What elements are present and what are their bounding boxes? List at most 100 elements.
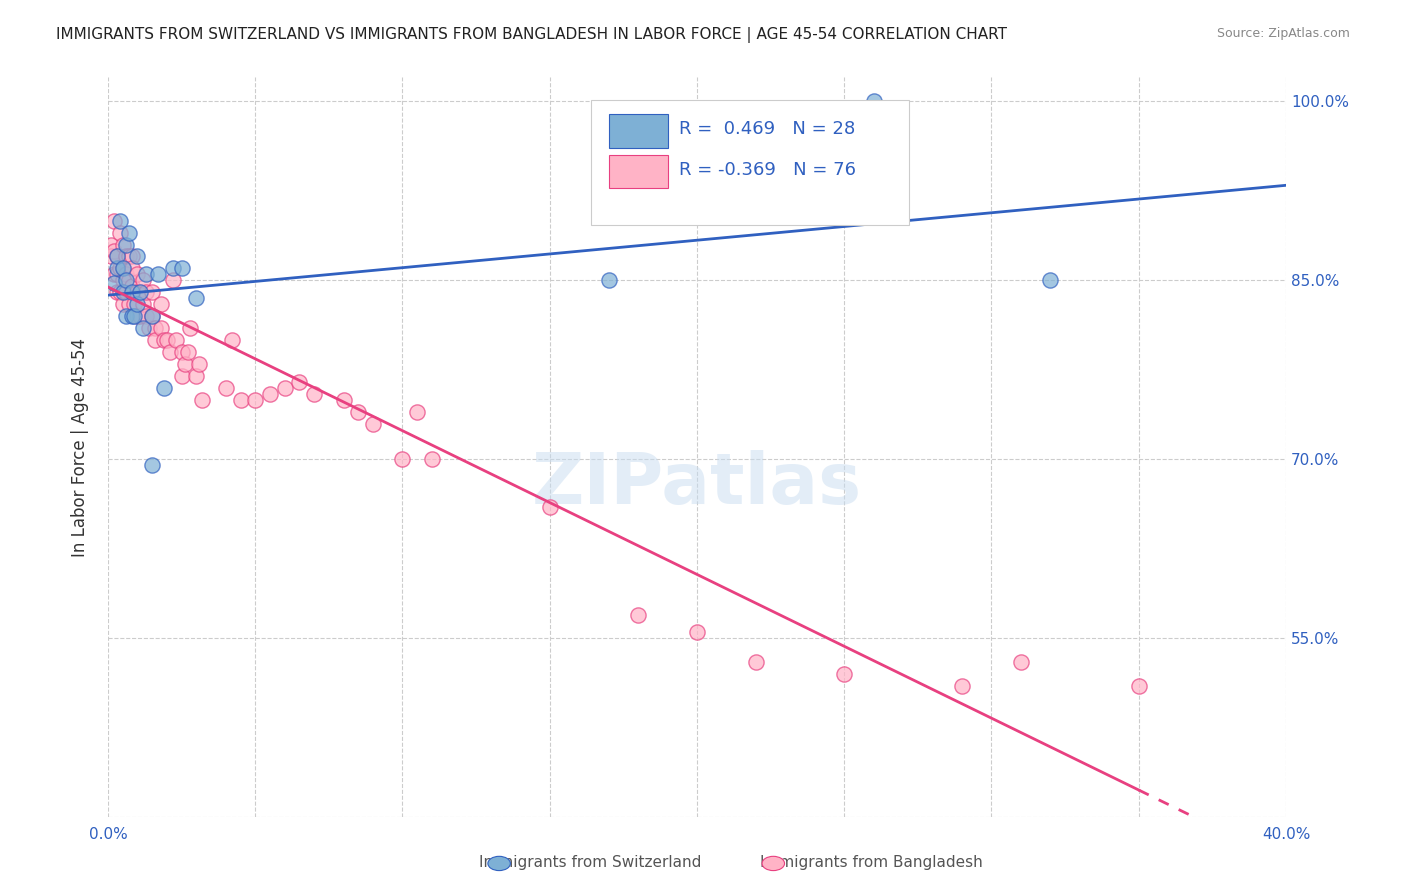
Point [153,381,176,395]
Point [141,458,163,473]
Point [103,276,125,290]
Text: ZIPatlas: ZIPatlas [531,450,862,519]
Point [117,226,139,240]
FancyBboxPatch shape [609,114,668,148]
Point [598,273,620,287]
Point [135,285,157,300]
Point [127,309,149,323]
Point [129,285,152,300]
Point [170,345,193,359]
Point [100,250,122,264]
Point [950,679,973,693]
Point [127,250,149,264]
Point [170,368,193,383]
Point [111,237,134,252]
Text: Immigrants from Bangladesh: Immigrants from Bangladesh [761,855,983,870]
Point [420,452,443,467]
FancyBboxPatch shape [591,100,910,226]
Point [745,655,768,669]
Point [127,268,149,282]
Point [143,333,166,347]
Text: R = -0.369   N = 76: R = -0.369 N = 76 [679,161,856,179]
Point [141,309,163,323]
Point [245,392,267,407]
Point [105,285,128,300]
Point [135,309,157,323]
Point [108,213,131,227]
Point [114,250,136,264]
Point [121,285,143,300]
Point [141,309,163,323]
Text: Source: ZipAtlas.com: Source: ZipAtlas.com [1216,27,1350,40]
Text: IMMIGRANTS FROM SWITZERLAND VS IMMIGRANTS FROM BANGLADESH IN LABOR FORCE | AGE 4: IMMIGRANTS FROM SWITZERLAND VS IMMIGRANT… [56,27,1007,43]
Point [132,321,155,335]
Y-axis label: In Labor Force | Age 45-54: In Labor Force | Age 45-54 [72,338,89,557]
Point [103,213,125,227]
Point [111,261,134,276]
Point [132,273,155,287]
Point [105,268,128,282]
Point [117,273,139,287]
Point [862,95,884,109]
Point [538,500,561,515]
Point [188,357,211,371]
Point [186,368,208,383]
Point [273,381,295,395]
Point [108,285,131,300]
Point [347,404,370,418]
Point [179,321,201,335]
Point [288,375,311,389]
Point [129,309,152,323]
Point [127,297,149,311]
Point [229,392,252,407]
Point [114,285,136,300]
Point [111,261,134,276]
Point [832,667,855,681]
Point [159,345,181,359]
Text: Immigrants from Switzerland: Immigrants from Switzerland [479,855,702,870]
Point [170,261,193,276]
Point [259,386,281,401]
Point [1039,273,1062,287]
Point [127,285,149,300]
Point [114,273,136,287]
Point [156,333,179,347]
Point [406,404,429,418]
Point [186,291,208,305]
Point [103,268,125,282]
Point [391,452,413,467]
Point [138,321,160,335]
Point [153,333,176,347]
Point [143,321,166,335]
Point [627,607,650,622]
Point [162,273,184,287]
Point [111,285,134,300]
Point [114,237,136,252]
Point [332,392,354,407]
Point [105,250,128,264]
Point [150,321,173,335]
Point [686,625,709,640]
Point [302,386,325,401]
Text: 0.0%: 0.0% [89,827,128,842]
Point [132,297,155,311]
Point [103,244,125,258]
Point [117,297,139,311]
Point [105,261,128,276]
Point [165,333,187,347]
Point [361,417,384,431]
Point [176,345,198,359]
Point [121,309,143,323]
Point [146,268,169,282]
Point [100,237,122,252]
Point [150,297,173,311]
Point [114,268,136,282]
FancyBboxPatch shape [609,155,668,188]
Text: 40.0%: 40.0% [1261,827,1310,842]
Point [162,261,184,276]
Point [108,261,131,276]
Point [221,333,243,347]
Point [215,381,238,395]
Point [117,250,139,264]
Point [173,357,195,371]
